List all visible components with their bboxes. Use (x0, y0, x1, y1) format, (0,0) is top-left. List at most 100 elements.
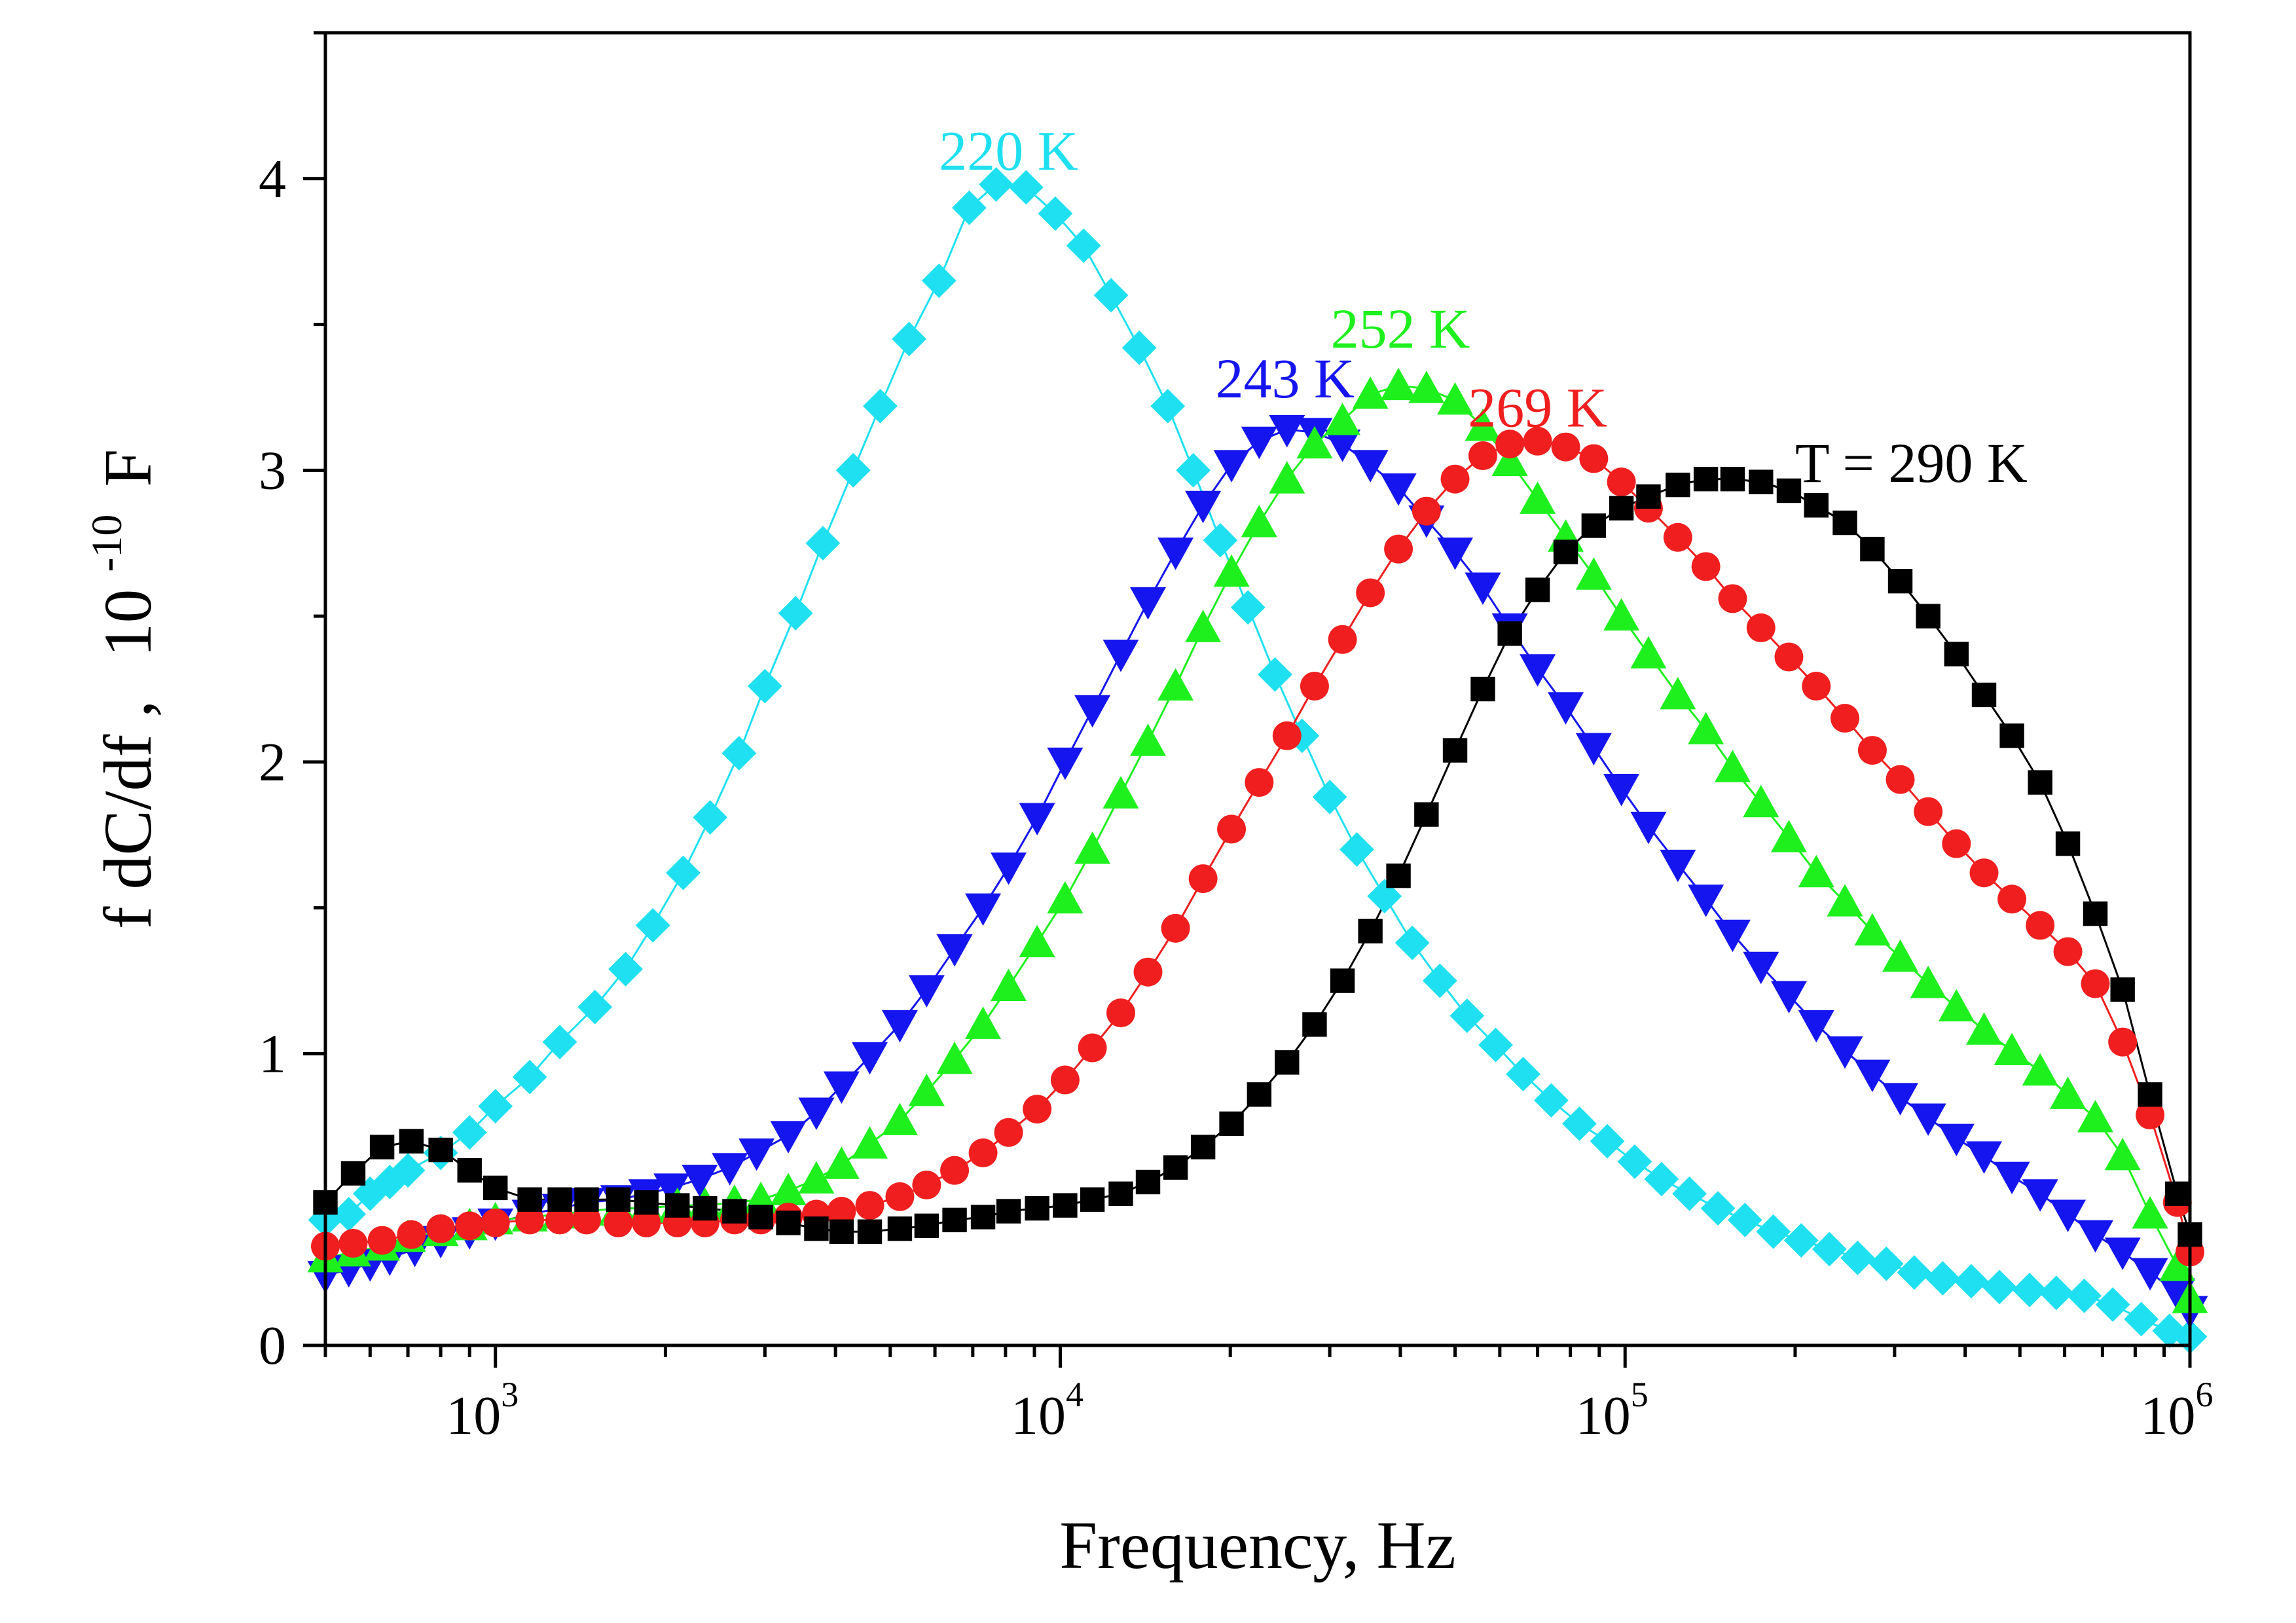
circle-marker (855, 1191, 884, 1220)
diamond-marker (979, 167, 1013, 202)
triangle-up-marker (798, 1161, 835, 1194)
triangle-up-marker (965, 1006, 1002, 1039)
triangle-down-marker (1966, 1141, 2003, 1174)
circle-marker (632, 1208, 661, 1237)
circle-marker (827, 1197, 856, 1226)
diamond-marker (1093, 278, 1129, 313)
series-annotation: 252 K (1331, 297, 1470, 360)
diamond-marker (1121, 330, 1157, 365)
triangle-down-marker (1129, 587, 1166, 620)
triangle-down-marker (965, 893, 1002, 926)
square-marker (1219, 1111, 1244, 1137)
triangle-up-marker (1437, 382, 1474, 415)
triangle-down-marker (682, 1165, 718, 1197)
triangle-up-marker (1714, 750, 1751, 782)
square-marker (1190, 1135, 1216, 1159)
circle-marker (1830, 704, 1859, 733)
diamond-marker (1422, 963, 1457, 998)
triangle-up-marker (936, 1041, 973, 1074)
triangle-down-marker (1854, 1059, 1891, 1093)
diamond-marker (1367, 879, 1402, 914)
square-marker (1776, 478, 1802, 503)
triangle-down-marker (1770, 981, 1807, 1013)
diamond-marker (1812, 1231, 1847, 1267)
triangle-up-marker (1491, 443, 1528, 476)
circle-marker (1746, 613, 1776, 642)
x-tick-label-base: 10 (1576, 1385, 1631, 1446)
square-marker (1525, 577, 1550, 602)
series-markers-group (313, 467, 2202, 1247)
diamond-marker (1756, 1214, 1791, 1249)
circle-marker (1384, 534, 1413, 564)
circle-marker (1774, 642, 1804, 672)
triangle-down-marker (1241, 426, 1277, 460)
x-tick-label: 106 (2141, 1375, 2214, 1446)
diamond-marker (1868, 1246, 1904, 1281)
square-marker (1720, 467, 1745, 492)
diamond-marker (2067, 1278, 2102, 1313)
triangle-up-marker (908, 1073, 945, 1106)
triangle-down-marker (1798, 1010, 1834, 1043)
circle-marker (885, 1182, 915, 1211)
triangle-up-marker (1352, 376, 1389, 409)
diamond-marker (721, 736, 757, 771)
x-tick-label-exponent: 6 (2196, 1375, 2214, 1414)
diamond-marker (1590, 1123, 1625, 1159)
diamond-marker (1783, 1223, 1819, 1258)
triangle-up-marker (770, 1173, 807, 1205)
square-marker (1666, 472, 1690, 498)
triangle-up-marker (1074, 831, 1111, 864)
circle-marker (1412, 496, 1441, 526)
triangle-down-marker (2077, 1220, 2113, 1253)
square-marker (1442, 738, 1468, 763)
diamond-marker (1897, 1255, 1932, 1290)
series-markers (307, 167, 2208, 1355)
diamond-marker (1066, 228, 1101, 263)
square-marker (2165, 1181, 2190, 1207)
diamond-marker (635, 908, 670, 943)
diamond-marker (952, 190, 987, 225)
square-marker (1108, 1181, 1133, 1207)
square-marker (1804, 493, 1829, 518)
triangle-down-marker (798, 1097, 835, 1131)
triangle-up-marker (1019, 924, 1055, 958)
x-tick-label: 105 (1576, 1375, 1649, 1446)
triangle-down-marker (1047, 747, 1084, 780)
triangle-up-marker (1047, 881, 1084, 914)
circle-marker (1328, 625, 1357, 654)
circle-marker (1495, 429, 1525, 459)
x-tick-label: 103 (446, 1375, 519, 1446)
circle-marker (2053, 937, 2083, 966)
triangle-up-marker (823, 1146, 860, 1179)
square-marker (1636, 484, 1661, 509)
square-marker (748, 1205, 773, 1230)
diamond-marker (1840, 1240, 1875, 1275)
triangle-down-marker (1938, 1123, 1975, 1157)
square-marker (1330, 968, 1355, 993)
square-marker (829, 1219, 854, 1244)
diamond-marker (1230, 590, 1266, 625)
y-tick-label: 1 (259, 1023, 286, 1084)
circle-marker (1551, 432, 1580, 462)
series-annotation: 220 K (939, 119, 1078, 182)
square-marker (1999, 723, 2024, 748)
triangle-down-marker (1380, 473, 1417, 506)
diamond-marker (1008, 170, 1044, 205)
triangle-down-marker (908, 975, 945, 1008)
triangle-up-marker (1994, 1032, 2030, 1065)
square-marker (1135, 1169, 1161, 1195)
series-annotation: 243 K (1216, 347, 1355, 410)
diamond-marker (1258, 657, 1292, 692)
diamond-marker (2095, 1287, 2130, 1322)
circle-marker (1023, 1095, 1052, 1124)
triangle-down-marker (1019, 803, 1055, 836)
square-marker (804, 1216, 829, 1241)
triangle-down-marker (1994, 1161, 2030, 1195)
diamond-marker (512, 1059, 547, 1095)
square-marker (399, 1129, 424, 1154)
x-tick-label-exponent: 4 (1066, 1375, 1084, 1414)
triangle-down-marker (1185, 490, 1222, 524)
